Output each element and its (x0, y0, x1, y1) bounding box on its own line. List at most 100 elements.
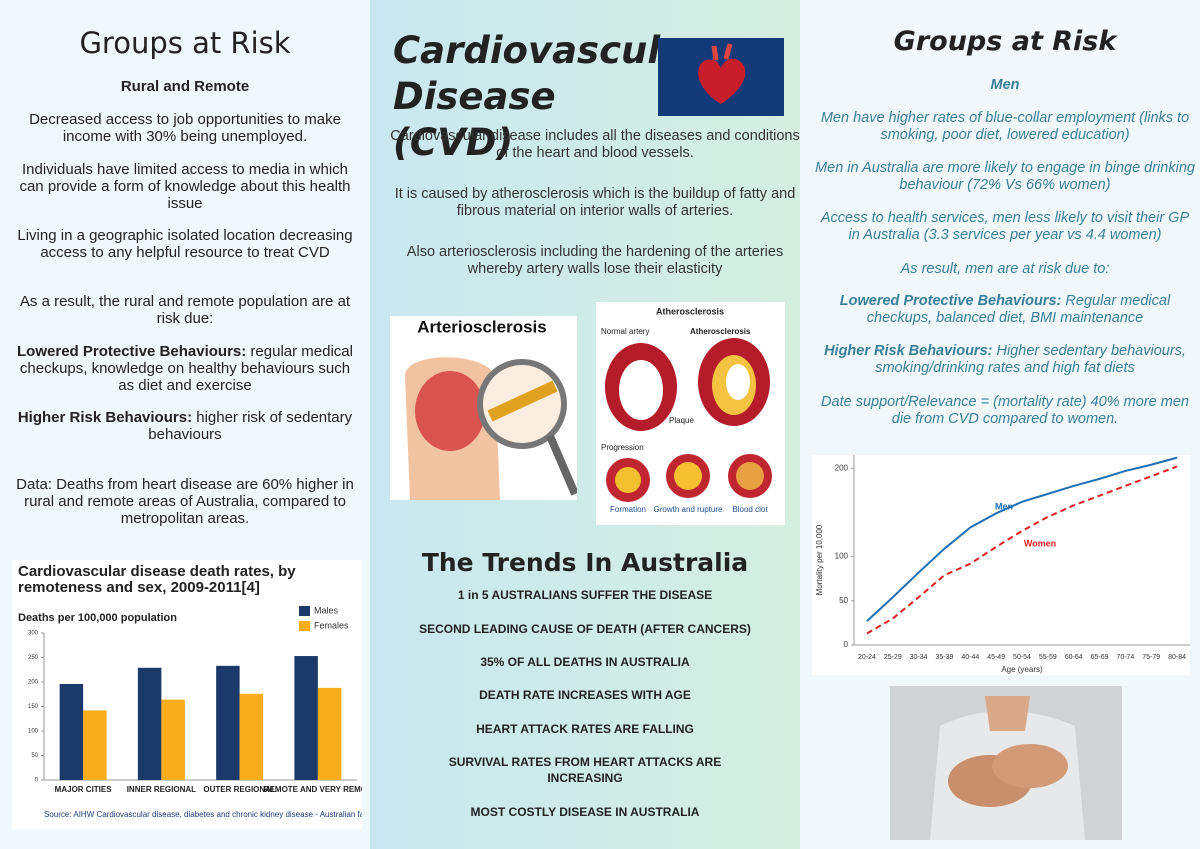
image-label: Progression (601, 443, 644, 452)
stage (674, 462, 702, 490)
x-tick-label: OUTER REGIONAL (203, 785, 276, 794)
y-tick-label: 150 (28, 704, 39, 710)
trend: DEATH RATE INCREASES WITH AGE (479, 688, 691, 702)
trends-title: The Trends In Australia (421, 548, 749, 577)
risk-label: Higher Risk Behaviours: (824, 343, 993, 359)
y-tick-label: 0 (844, 640, 849, 649)
source: Source: AIHW Cardiovascular disease, dia… (44, 810, 362, 819)
paragraph: As a result, the rural and remote popula… (19, 293, 351, 327)
bar (161, 699, 185, 780)
y-tick-label: 200 (835, 463, 849, 472)
x-tick-label: 30-34 (910, 654, 928, 661)
main-title: Cardiovascular Disease (CVD) (393, 29, 704, 164)
x-tick-label: 40-44 (961, 654, 979, 661)
y-tick-label: 50 (31, 753, 38, 759)
trend: SURVIVAL RATES FROM HEART ATTACKS ARE IN… (448, 755, 722, 785)
bar (59, 683, 84, 780)
bar (137, 667, 162, 780)
legend-swatch (299, 606, 310, 616)
data-note: Date support/Relevance = (mortality rate… (821, 394, 1189, 427)
lumen (726, 364, 750, 400)
x-tick-label: 20-24 (858, 654, 876, 661)
series-line (866, 465, 1178, 635)
image-label: Atherosclerosis (690, 327, 751, 336)
x-tick-label: 70-74 (1116, 654, 1134, 661)
data-note: Data: Deaths from heart disease are 60% … (16, 476, 354, 527)
y-axis-label: Deaths per 100,000 population (18, 612, 177, 624)
risk-label: Lowered Protective Behaviours: (839, 293, 1062, 309)
legend-label: Males (314, 605, 339, 615)
bar (239, 693, 264, 780)
x-tick-label: 50-54 (1013, 654, 1031, 661)
paragraph: Decreased access to job opportunities to… (29, 111, 341, 145)
artery (487, 380, 558, 422)
x-tick-label: INNER REGIONAL (127, 785, 196, 794)
image-label: Normal artery (601, 327, 649, 336)
x-tick-label: 35-39 (936, 654, 954, 661)
x-tick-label: 55-59 (1039, 654, 1057, 661)
bar (294, 656, 318, 780)
image-label: Blood clot (732, 505, 768, 514)
series-label: Women (1024, 538, 1056, 548)
image-label: Formation (610, 505, 646, 514)
right-title: Groups at Risk (893, 26, 1117, 57)
bar (317, 687, 342, 780)
x-tick-label: 45-49 (987, 654, 1005, 661)
y-tick-label: 300 (28, 631, 39, 637)
x-axis-label: Age (years) (1001, 665, 1043, 674)
legend-label: Females (314, 620, 349, 630)
bar-chart: 0 50 100 150 200 250 300 Males Females MAJOR CITI… (28, 605, 362, 819)
chest-pain-photo (890, 686, 1122, 840)
lumen (619, 360, 663, 420)
trend: SECOND LEADING CAUSE OF DEATH (AFTER CAN… (419, 622, 751, 636)
heart (698, 58, 746, 104)
line-chart: 0 50 100 200 20-24 25-29 30-34 35-39 40-44 45-49 5… (812, 455, 1190, 675)
x-tick-label: 25-29 (884, 654, 902, 661)
x-tick-label: 80-84 (1168, 654, 1186, 661)
series-line (866, 456, 1178, 622)
x-tick-label: 65-69 (1091, 654, 1109, 661)
risk-item: Lowered Protective Behaviours: regular m… (15, 343, 355, 394)
left-title: Groups at Risk (79, 26, 291, 60)
y-tick-label: 100 (28, 729, 39, 735)
handle (546, 434, 577, 496)
y-tick-label: 50 (839, 596, 848, 605)
y-tick-label: 250 (28, 655, 39, 661)
paragraph: Cardiovascular disease includes all the … (390, 128, 800, 161)
organs (415, 371, 485, 451)
bar (83, 710, 107, 780)
x-tick-label: MAJOR CITIES (55, 785, 113, 794)
risk-text: Regular medical checkups, balanced diet,… (866, 293, 1171, 326)
image-label: Plaque (669, 416, 694, 425)
heart-image (658, 38, 784, 116)
image-label: Growth and rupture (654, 505, 723, 514)
risk-item: Higher Risk Behaviours: higher risk of s… (15, 409, 355, 443)
image-title: Atherosclerosis (656, 306, 724, 316)
paragraph: As result, men are at risk due to: (900, 261, 1110, 277)
trend: HEART ATTACK RATES ARE FALLING (476, 722, 694, 736)
image-title: Arteriosclerosis (417, 317, 546, 336)
risk-label: Lowered Protective Behaviours: (17, 343, 247, 360)
trend: 35% OF ALL DEATHS IN AUSTRALIA (480, 655, 690, 669)
x-tick-label: 75-79 (1142, 654, 1160, 661)
arteriosclerosis-image: Arteriosclerosis (390, 316, 577, 500)
paragraph: Living in a geographic isolated location… (17, 227, 353, 261)
y-tick-label: 200 (28, 680, 39, 686)
paragraph: It is caused by atherosclerosis which is… (394, 186, 796, 219)
stage (736, 462, 764, 490)
risk-text: higher risk of sedentary behaviours (148, 409, 353, 443)
bar (216, 665, 240, 780)
stage (615, 467, 641, 493)
legend-swatch (299, 621, 310, 631)
left-subtitle: Rural and Remote (120, 78, 250, 95)
y-axis-label: Mortality per 10,000 (815, 524, 824, 595)
trend: MOST COSTLY DISEASE IN AUSTRALIA (470, 805, 700, 819)
risk-label: Higher Risk Behaviours: (17, 409, 193, 426)
paragraph: Men in Australia are more likely to enga… (815, 160, 1195, 193)
right-subtitle: Men (990, 77, 1020, 93)
trend: 1 in 5 AUSTRALIANS SUFFER THE DISEASE (457, 588, 713, 602)
paragraph: Also arteriosclerosis including the hard… (406, 244, 784, 277)
series-label: Men (995, 501, 1013, 511)
paragraph: Access to health services, men less like… (820, 210, 1190, 243)
